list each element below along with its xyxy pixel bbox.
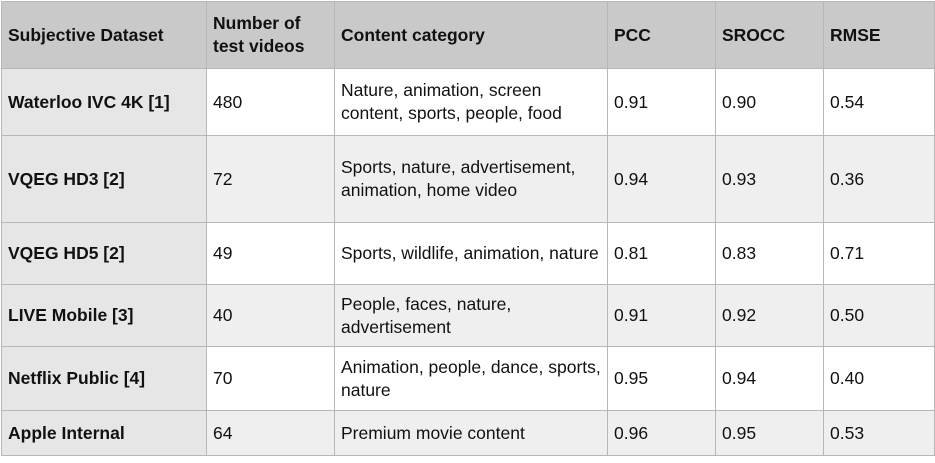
table-row: VQEG HD5 [2] 49 Sports, wildlife, animat… [1,222,935,285]
srocc-cell: 0.92 [715,284,824,347]
dataset-cell: Waterloo IVC 4K [1] [1,68,207,136]
table-row: Netflix Public [4] 70 Animation, people,… [1,346,935,411]
num-videos-cell: 480 [206,68,335,136]
srocc-cell: 0.90 [715,68,824,136]
dataset-cell: Netflix Public [4] [1,346,207,411]
table-row: Waterloo IVC 4K [1] 480 Nature, animatio… [1,68,935,136]
pcc-cell: 0.96 [607,410,716,456]
table-row: VQEG HD3 [2] 72 Sports, nature, advertis… [1,135,935,223]
pcc-cell: 0.95 [607,346,716,411]
header-pcc: PCC [607,1,716,69]
num-videos-cell: 40 [206,284,335,347]
header-subjective-dataset: Subjective Dataset [1,1,207,69]
table-row: LIVE Mobile [3] 40 People, faces, nature… [1,284,935,347]
content-category-cell: Premium movie content [334,410,608,456]
pcc-cell: 0.91 [607,68,716,136]
rmse-cell: 0.71 [823,222,935,285]
pcc-cell: 0.81 [607,222,716,285]
pcc-cell: 0.91 [607,284,716,347]
content-category-cell: People, faces, nature, advertisement [334,284,608,347]
content-category-cell: Nature, animation, screen content, sport… [334,68,608,136]
table-header: Subjective Dataset Number of test videos… [1,1,935,69]
header-srocc: SROCC [715,1,824,69]
dataset-cell: VQEG HD3 [2] [1,135,207,223]
table-body: Waterloo IVC 4K [1] 480 Nature, animatio… [1,68,935,456]
num-videos-cell: 49 [206,222,335,285]
dataset-cell: VQEG HD5 [2] [1,222,207,285]
pcc-cell: 0.94 [607,135,716,223]
header-content-category: Content category [334,1,608,69]
srocc-cell: 0.95 [715,410,824,456]
rmse-cell: 0.50 [823,284,935,347]
srocc-cell: 0.93 [715,135,824,223]
table-row: Apple Internal 64 Premium movie content … [1,410,935,456]
rmse-cell: 0.53 [823,410,935,456]
rmse-cell: 0.40 [823,346,935,411]
num-videos-cell: 70 [206,346,335,411]
header-number-of-test-videos: Number of test videos [206,1,335,69]
num-videos-cell: 72 [206,135,335,223]
content-category-cell: Sports, wildlife, animation, nature [334,222,608,285]
dataset-cell: LIVE Mobile [3] [1,284,207,347]
rmse-cell: 0.36 [823,135,935,223]
header-rmse: RMSE [823,1,935,69]
dataset-cell: Apple Internal [1,410,207,456]
srocc-cell: 0.83 [715,222,824,285]
content-category-cell: Sports, nature, advertisement, animation… [334,135,608,223]
content-category-cell: Animation, people, dance, sports, nature [334,346,608,411]
num-videos-cell: 64 [206,410,335,456]
header-row: Subjective Dataset Number of test videos… [1,1,935,69]
srocc-cell: 0.94 [715,346,824,411]
rmse-cell: 0.54 [823,68,935,136]
